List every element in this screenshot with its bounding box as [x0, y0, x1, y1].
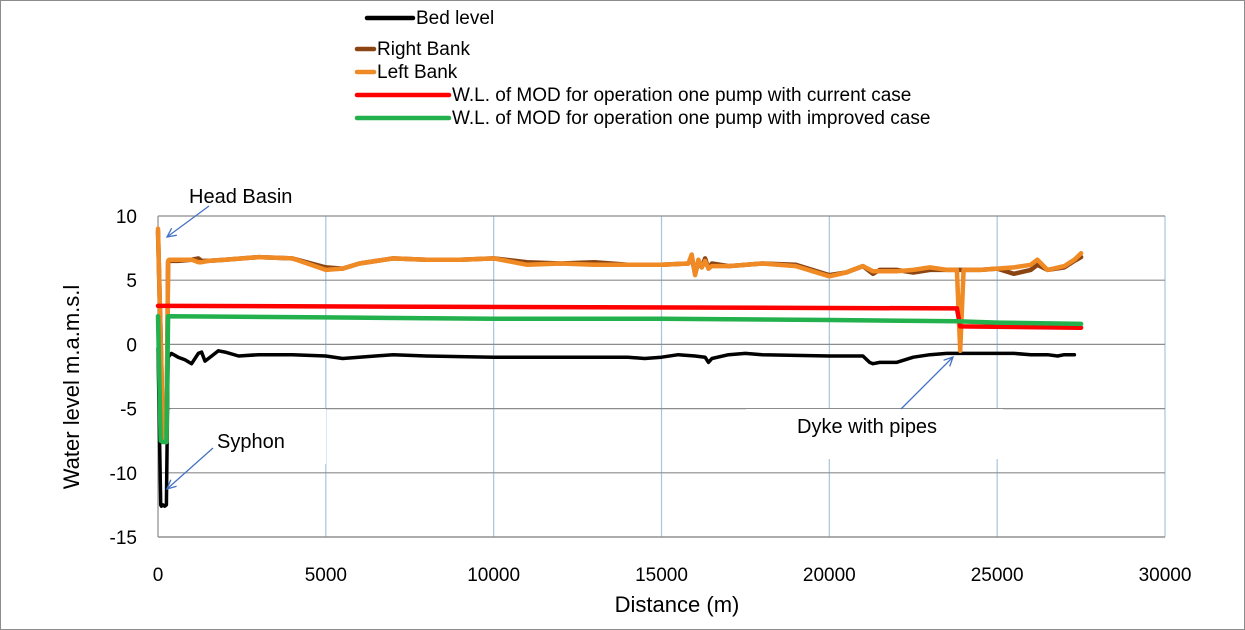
x-tick-label: 30000	[1139, 565, 1192, 586]
y-tick-label: 5	[126, 271, 137, 292]
y-tick-label: 0	[126, 335, 137, 356]
series-line-w-l-of-mod-for-operation-one-pump-with-current-case	[155, 303, 1084, 330]
legend-label: Right Bank	[377, 39, 470, 60]
x-tick-label: 5000	[305, 565, 347, 586]
annotations: Head Basin Syphon Dyke with pipes	[165, 186, 1003, 490]
y-axis-label: Water level m.a.m.s.l	[59, 285, 84, 490]
x-tick-label: 20000	[803, 565, 856, 586]
annotation-mask	[746, 409, 1003, 459]
series-group	[155, 226, 1084, 508]
series-line-w-l-of-mod-for-operation-one-pump-with-improved-case	[155, 313, 1084, 445]
series-line-bed-level	[156, 346, 1077, 508]
annotation-arrowhead	[165, 227, 177, 238]
y-tick-labels: 10 5 0 -5 -10 -15	[110, 207, 137, 549]
y-tick-label: 10	[116, 207, 137, 228]
x-tick-labels: 0 5000 10000 15000 20000 25000 30000	[153, 565, 1192, 586]
annotation-arrow	[166, 205, 210, 238]
annotation-arrow	[900, 356, 954, 410]
annotation-label: Head Basin	[189, 186, 292, 208]
x-tick-label: 10000	[467, 565, 520, 586]
x-tick-label: 25000	[971, 565, 1024, 586]
legend-label: Bed level	[416, 8, 494, 29]
annotation-mask	[171, 409, 326, 464]
y-tick-label: -15	[110, 528, 137, 549]
y-tick-label: -5	[120, 400, 137, 421]
legend-label: Left Bank	[377, 62, 458, 83]
annotation-label: Syphon	[217, 431, 285, 453]
annotation-arrowhead	[943, 355, 955, 367]
x-axis-label: Distance (m)	[615, 592, 740, 617]
annotation-arrowhead	[165, 479, 177, 490]
legend-label: W.L. of MOD for operation one pump with …	[452, 85, 911, 106]
y-tick-label: -10	[110, 464, 137, 485]
x-tick-label: 0	[153, 565, 164, 586]
legend-label: W.L. of MOD for operation one pump with …	[452, 108, 930, 129]
annotation-label: Dyke with pipes	[797, 416, 937, 438]
annotation-arrow	[166, 447, 214, 490]
x-tick-label: 15000	[635, 565, 688, 586]
